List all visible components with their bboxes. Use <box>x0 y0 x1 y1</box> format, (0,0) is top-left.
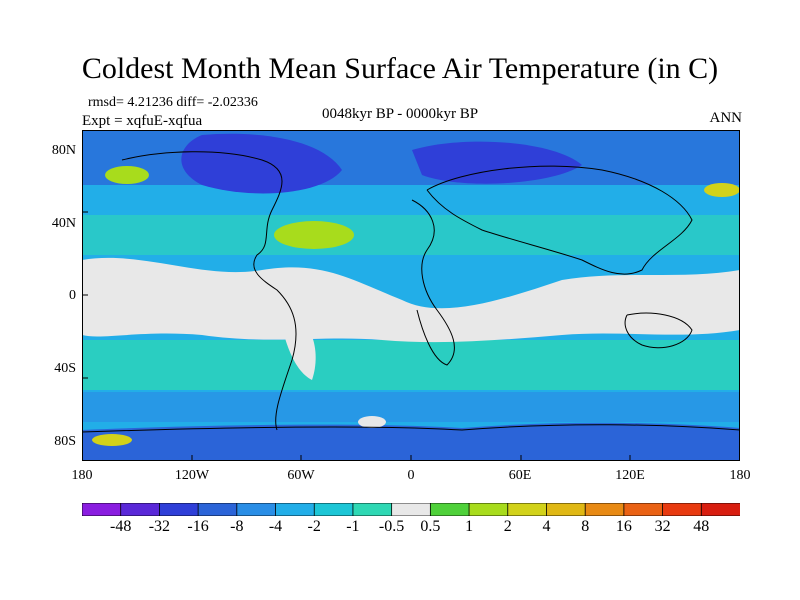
south-subtropics-band <box>82 340 740 390</box>
lat-label-40s: 40S <box>54 361 76 376</box>
colorbar-label: -1 <box>346 518 360 535</box>
africa-coastline <box>411 199 455 366</box>
lat-label-80n: 80N <box>51 143 76 158</box>
colorbar-label: -2 <box>307 518 321 535</box>
lon-label-180e: 180 <box>729 468 751 483</box>
southern-ocean-band <box>82 392 740 422</box>
colorbar-swatch <box>120 502 161 517</box>
pacific-warm-patch <box>704 183 740 197</box>
map-canvas <box>82 130 740 461</box>
axis-ticks <box>82 130 631 461</box>
experiment-label: Expt = xqfuE-xqfua <box>82 113 203 129</box>
colorbar-swatch <box>236 502 277 517</box>
north-america-cold-region <box>181 133 342 194</box>
eurasia-cold-region <box>412 141 582 184</box>
colorbar-swatch <box>584 502 625 517</box>
colorbar <box>81 502 741 517</box>
colorbar-swatch <box>159 502 200 517</box>
lon-label-120w: 120W <box>174 468 210 483</box>
colorbar-label: 16 <box>615 518 632 535</box>
lon-label-60e: 60E <box>508 468 532 483</box>
north-subtropics-band <box>82 215 740 255</box>
map-title: Coldest Month Mean Surface Air Temperatu… <box>81 52 719 85</box>
colorbar-swatch <box>391 502 432 517</box>
rmsd-stats: rmsd= 4.21236 diff= -2.02336 <box>88 95 258 110</box>
colorbar-swatch <box>313 502 354 517</box>
lon-label-120e: 120E <box>615 468 645 483</box>
colorbar-label: -8 <box>230 518 244 535</box>
season-label: ANN <box>709 110 743 126</box>
lon-label-60w: 60W <box>287 468 315 483</box>
antarctica-coastline <box>82 424 740 433</box>
colorbar-label: -48 <box>110 518 132 535</box>
weddell-neutral-patch <box>358 416 386 428</box>
arctic-region <box>82 130 740 185</box>
colorbar-swatch <box>429 502 470 517</box>
colorbar-svg <box>81 502 741 517</box>
colorbar-label: -32 <box>148 518 171 535</box>
colorbar-swatch <box>623 502 664 517</box>
alaska-warm-patch <box>105 166 149 184</box>
time-range-label: 0048kyr BP - 0000kyr BP <box>322 106 479 122</box>
colorbar-label: -4 <box>268 518 283 535</box>
temperature-map <box>82 130 740 461</box>
colorbar-swatch <box>546 502 587 517</box>
colorbar-label: -16 <box>187 518 209 535</box>
colorbar-label: 0.5 <box>420 518 441 535</box>
south-america-neutral-region <box>277 300 316 380</box>
lat-label-80s: 80S <box>54 434 76 449</box>
colorbar-label: 32 <box>654 518 671 535</box>
north-atlantic-warm-patch <box>274 221 354 249</box>
colorbar-swatch <box>197 502 238 517</box>
lon-label-180w: 180 <box>71 468 93 483</box>
colorbar-swatch <box>352 502 393 517</box>
colorbar-swatch <box>662 502 703 517</box>
colorbar-swatch <box>700 502 741 517</box>
colorbar-label: 48 <box>693 518 710 535</box>
colorbar-swatch <box>275 502 316 517</box>
lat-label-40n: 40N <box>51 216 76 231</box>
ross-sea-warm-patch <box>92 434 132 446</box>
tropics-near-zero-region <box>82 257 740 343</box>
colorbar-swatch <box>507 502 548 517</box>
colorbar-label: 2 <box>503 518 512 535</box>
eurasia-coastline <box>426 165 693 275</box>
colorbar-label: -0.5 <box>378 518 405 535</box>
coastlines <box>82 151 740 433</box>
colorbar-label: 1 <box>465 518 474 535</box>
lon-label-0: 0 <box>407 468 415 483</box>
americas-coastline <box>121 151 297 431</box>
colorbar-swatch <box>81 502 122 517</box>
colorbar-label: 4 <box>542 518 551 535</box>
colorbar-swatch <box>468 502 509 517</box>
lat-label-0: 0 <box>69 288 76 303</box>
australia-coastline <box>624 312 693 349</box>
colorbar-label: 8 <box>581 518 590 535</box>
antarctica-region <box>82 422 740 461</box>
